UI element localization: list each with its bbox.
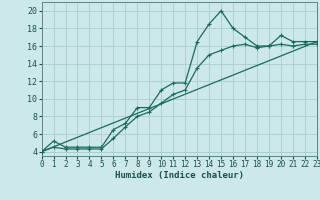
X-axis label: Humidex (Indice chaleur): Humidex (Indice chaleur) bbox=[115, 171, 244, 180]
